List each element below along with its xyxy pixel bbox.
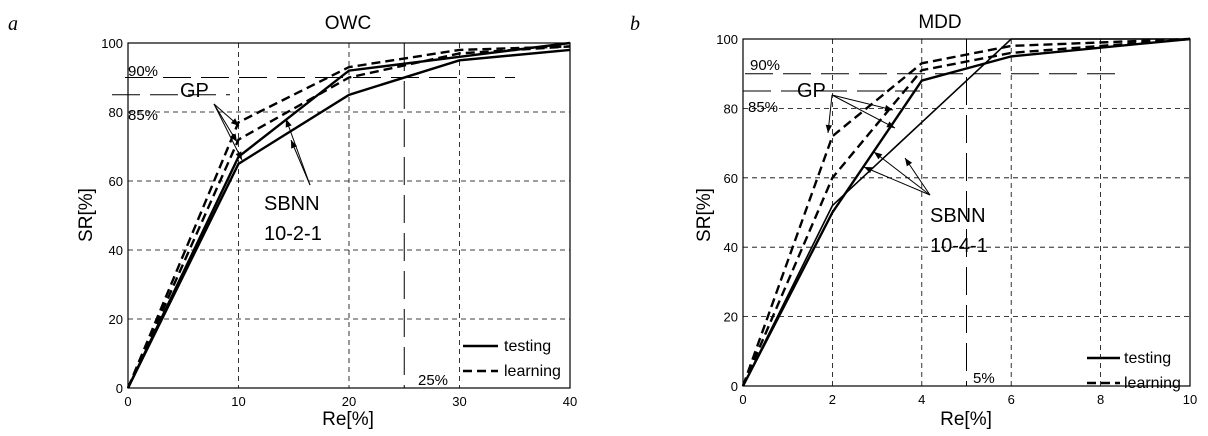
reference-label-85: 85%: [748, 99, 778, 116]
y-tick-label: 0: [731, 379, 738, 394]
gp-annotation: GP: [797, 80, 826, 102]
y-axis-label: SR[%]: [76, 188, 97, 242]
sbnn-architecture: 10-4-1: [930, 235, 988, 257]
sbnn-arrowhead: [905, 158, 913, 167]
sbnn-arrowhead: [874, 152, 883, 160]
sbnn-arrowhead: [864, 167, 873, 174]
panel-letter: a: [8, 13, 18, 35]
y-tick-label: 80: [109, 105, 123, 120]
series-line-1-solid: [741, 37, 1191, 387]
y-tick-label: 0: [116, 381, 123, 396]
y-tick-label: 100: [101, 36, 123, 51]
y-axis-label: SR[%]: [694, 188, 715, 242]
x-tick-label: 2: [829, 392, 836, 407]
sbnn-architecture: 10-2-1: [264, 223, 322, 245]
x-axis-label: Re[%]: [940, 409, 992, 430]
y-tick-label: 60: [109, 174, 123, 189]
x-axis-label: Re[%]: [322, 409, 374, 430]
x-tick-label: 30: [452, 394, 466, 409]
plot-frame: [127, 42, 571, 389]
y-tick-label: 100: [716, 32, 738, 47]
x-tick-label: 8: [1097, 392, 1104, 407]
sbnn-arrow-line: [873, 151, 931, 196]
series-line-3-dashed: [741, 37, 1191, 387]
x-tick-label: 40: [563, 394, 577, 409]
sbnn-annotation: SBNN: [264, 193, 320, 215]
sbnn-arrowhead: [291, 140, 298, 149]
gp-arrow-line: [831, 94, 894, 111]
x-tick-label: 10: [1183, 392, 1197, 407]
reference-label-x: 5%: [973, 370, 995, 387]
chart-title: OWC: [325, 13, 371, 34]
series-line-1-solid: [126, 48, 571, 389]
y-tick-label: 20: [109, 312, 123, 327]
y-tick-label: 60: [724, 171, 738, 186]
sbnn-arrow-line: [285, 118, 311, 186]
y-tick-label: 40: [109, 243, 123, 258]
legend-label-learning: learning: [504, 363, 561, 380]
sbnn-annotation: SBNN: [930, 205, 986, 227]
y-tick-label: 20: [724, 310, 738, 325]
x-tick-label: 4: [918, 392, 925, 407]
legend-label-testing: testing: [504, 338, 551, 355]
gp-annotation: GP: [180, 80, 209, 102]
reference-label-90: 90%: [750, 57, 780, 74]
reference-label-x: 25%: [418, 372, 448, 389]
gp-arrow-line: [831, 94, 896, 129]
x-tick-label: 0: [739, 392, 746, 407]
reference-label-90: 90%: [128, 63, 158, 80]
reference-label-85: 85%: [128, 107, 158, 124]
series-line-4-dashed: [126, 45, 571, 389]
series-line-3-dashed: [126, 45, 571, 389]
sbnn-arrow-line: [863, 166, 931, 196]
gp-arrowhead: [825, 124, 832, 133]
gp-arrowhead: [886, 121, 895, 128]
y-tick-label: 40: [724, 240, 738, 255]
series-line-4-dashed: [741, 37, 1191, 387]
x-tick-label: 20: [342, 394, 356, 409]
x-tick-label: 6: [1008, 392, 1015, 407]
legend-label-testing: testing: [1124, 350, 1171, 367]
series-line-2-solid: [742, 38, 1190, 387]
gp-arrowhead: [884, 105, 893, 112]
gp-arrowhead: [235, 151, 242, 160]
legend-label-learning: learning: [1124, 375, 1181, 392]
panel-letter: b: [630, 13, 640, 35]
gp-arrowhead: [230, 118, 239, 126]
x-tick-label: 10: [231, 394, 245, 409]
chart-panel-a: a 0 10 20 30 40 0 20 40 60 80 100 OWC Re[%] SR[%] 90% 85…: [8, 13, 577, 430]
y-tick-label: 80: [724, 101, 738, 116]
sbnn-arrowhead: [285, 119, 292, 128]
gp-arrow-line: [213, 103, 243, 161]
x-tick-label: 0: [124, 394, 131, 409]
chart-title: MDD: [918, 12, 961, 33]
gp-arrowhead: [230, 133, 237, 142]
chart-panel-b: b0 2 4 6 8 10020406080100MDDRe[%]SR[%]90%85%5…: [630, 12, 1197, 430]
sbnn-arrow-line: [290, 139, 311, 186]
